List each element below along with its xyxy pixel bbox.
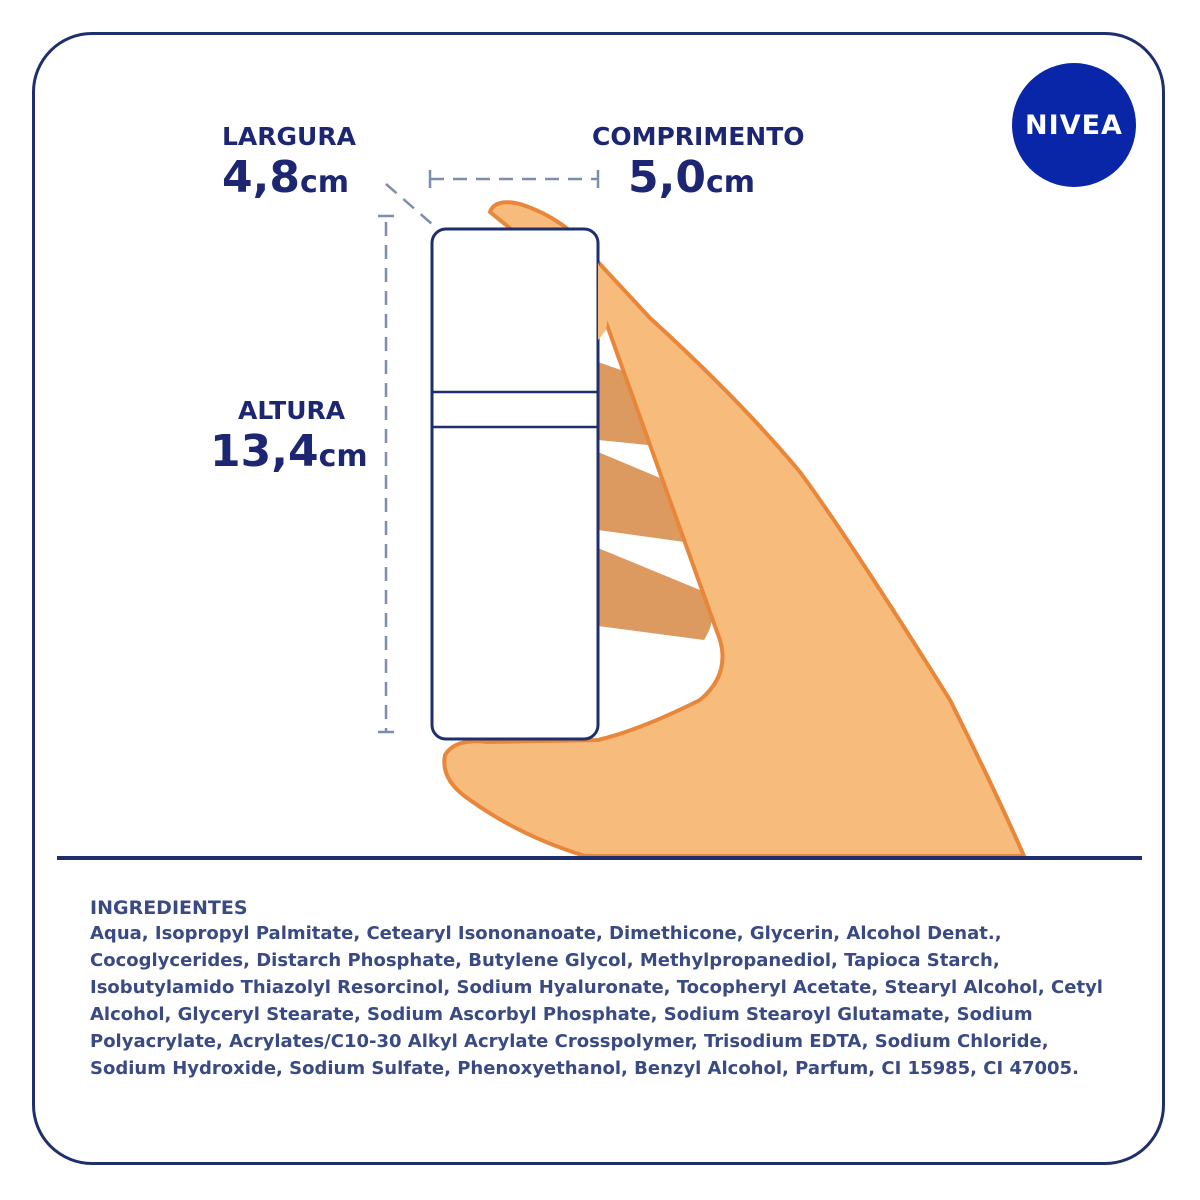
length-label: COMPRIMENTO — [592, 122, 805, 151]
width-guide-line — [385, 183, 433, 225]
width-unit: cm — [299, 165, 349, 200]
height-value-row: 13,4cm — [210, 426, 368, 487]
ingredients-list: Aqua, Isopropyl Palmitate, Cetearyl Ison… — [90, 923, 1103, 1079]
logo-text: NIVEA — [1025, 109, 1123, 141]
width-value: 4,8 — [222, 152, 300, 203]
width-value-row: 4,8cm — [222, 152, 356, 213]
height-unit: cm — [318, 439, 368, 474]
length-value-row: 5,0cm — [628, 152, 805, 213]
length-value: 5,0 — [628, 152, 706, 203]
ingredients-section: INGREDIENTES Aqua, Isopropyl Palmitate, … — [90, 896, 1120, 1082]
length-dimension: COMPRIMENTO 5,0cm — [592, 122, 805, 213]
rounded-frame — [32, 32, 1165, 1165]
ingredients-title: INGREDIENTES — [90, 897, 248, 919]
finger-shadow-bottom — [598, 548, 713, 640]
bottle-body — [430, 227, 600, 741]
height-label: ALTURA — [238, 396, 346, 425]
height-value: 13,4 — [210, 426, 319, 477]
section-divider — [57, 856, 1142, 860]
hand-thumb-tip — [598, 262, 608, 340]
width-label: LARGURA — [222, 122, 356, 151]
product-bottle — [430, 227, 600, 741]
dimension-guides — [378, 170, 600, 734]
width-dimension: LARGURA 4,8cm — [222, 122, 356, 213]
nivea-logo: NIVEA — [1012, 63, 1136, 187]
length-unit: cm — [705, 165, 755, 200]
height-dimension: ALTURA 13,4cm — [210, 396, 368, 487]
